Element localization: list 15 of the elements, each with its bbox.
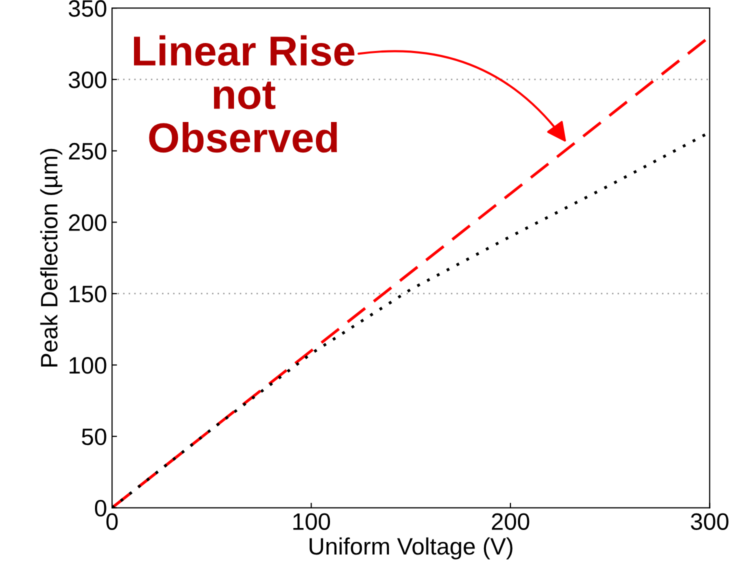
y-tick-label: 300 xyxy=(68,72,106,88)
x-tick-label: 0 xyxy=(106,513,118,530)
y-tick-label: 50 xyxy=(82,428,106,446)
x-tick-label: 300 xyxy=(690,513,728,530)
annotation: Linear Rise not Observed xyxy=(134,35,354,153)
x-tick-label: 100 xyxy=(293,513,330,530)
x-axis-title: Uniform Voltage (V) xyxy=(310,537,512,560)
y-tick-label: 250 xyxy=(68,142,106,160)
y-tick-label: 150 xyxy=(70,286,106,302)
y-tick-label: 0 xyxy=(94,500,106,517)
y-tick-label: 350 xyxy=(68,0,106,17)
y-tick-label: 100 xyxy=(70,357,106,374)
y-axis-title: Peak Deflection (µm) xyxy=(40,148,62,366)
y-tick-label: 200 xyxy=(68,214,106,232)
x-tick-label: 200 xyxy=(492,513,530,530)
